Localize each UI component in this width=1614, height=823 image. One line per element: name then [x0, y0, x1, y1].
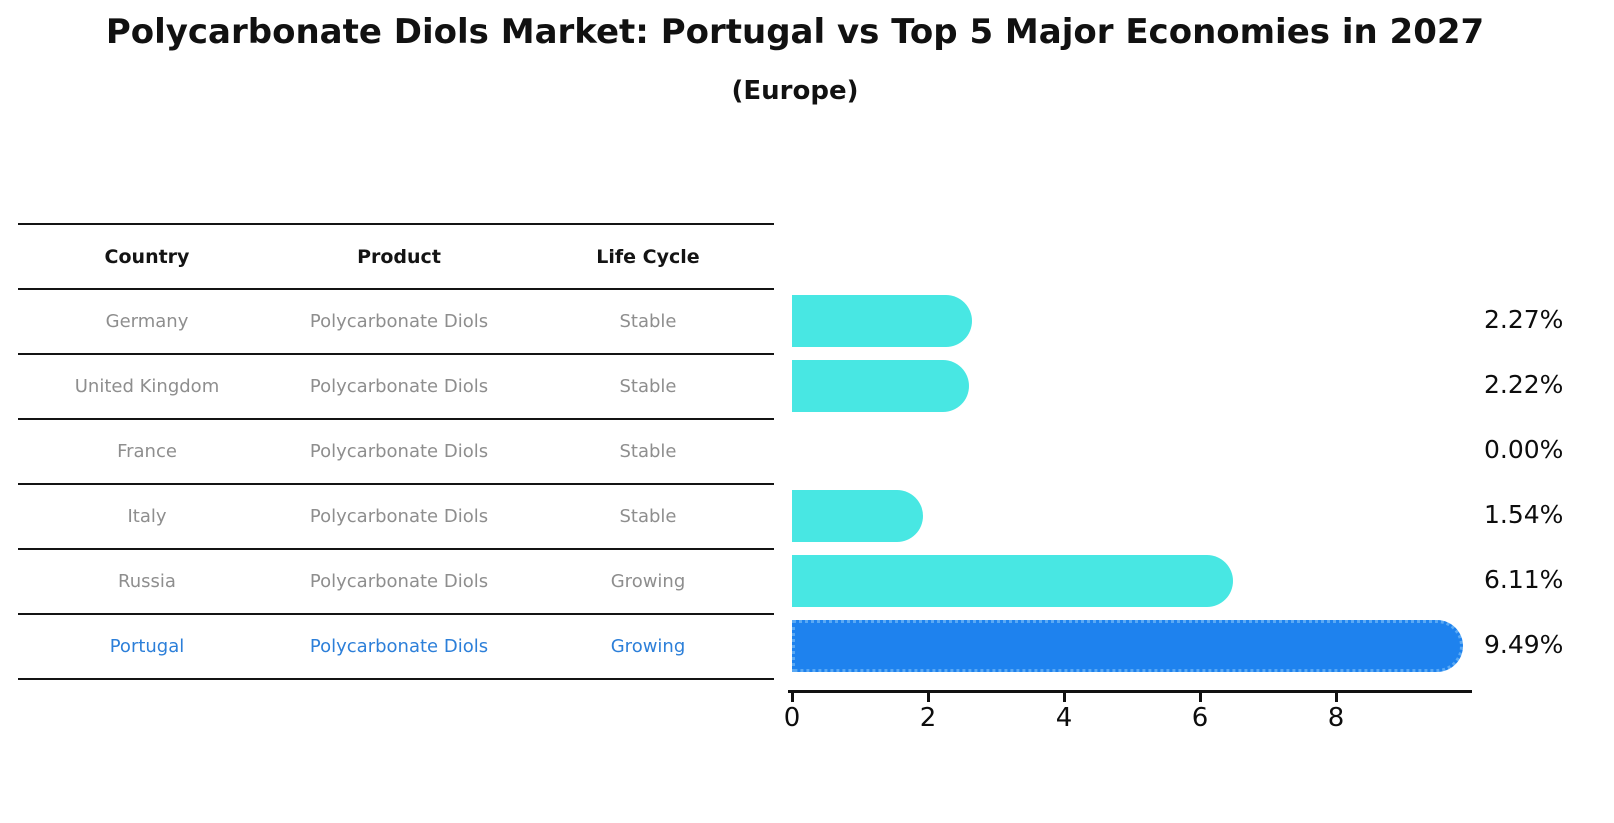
cell-life-cycle: Stable: [619, 311, 677, 332]
cell-country: Portugal: [109, 636, 185, 657]
cell-country: Italy: [127, 506, 167, 527]
table-row: Italy Polycarbonate Diols Stable: [18, 484, 774, 549]
x-axis-line: [788, 690, 1472, 693]
bar-portugal: [792, 619, 1464, 672]
table-separator-line: [18, 613, 774, 615]
value-label: 0.00%: [1484, 434, 1564, 464]
cell-life-cycle: Growing: [610, 636, 686, 657]
x-axis-tick-label: 0: [783, 703, 801, 733]
x-axis-tick-label: 6: [1191, 703, 1209, 733]
cell-country: France: [117, 441, 177, 462]
x-axis-tick-label: 8: [1327, 703, 1345, 733]
column-header-life-cycle: Life Cycle: [596, 245, 700, 268]
x-axis-tick: [791, 693, 794, 702]
table-row: Russia Polycarbonate Diols Growing: [18, 549, 774, 614]
cell-product: Polycarbonate Diols: [309, 636, 489, 657]
bar-italy: [792, 489, 923, 542]
value-label: 9.49%: [1484, 629, 1564, 659]
table-row: Germany Polycarbonate Diols Stable: [18, 289, 774, 354]
x-axis-tick-label: 4: [1055, 703, 1073, 733]
x-axis-tick-label: 2: [919, 703, 937, 733]
table-separator-line: [18, 223, 774, 225]
table-separator-line: [18, 353, 774, 355]
table-separator-line: [18, 678, 774, 680]
cell-country: United Kingdom: [74, 376, 220, 397]
bar-united-kingdom: [792, 359, 969, 412]
page-title: Polycarbonate Diols Market: Portugal vs …: [105, 12, 1485, 52]
cell-life-cycle: Stable: [619, 376, 677, 397]
cell-country: Germany: [105, 311, 189, 332]
x-axis-tick: [927, 693, 930, 702]
cell-country: Russia: [118, 571, 176, 592]
column-header-country: Country: [104, 245, 190, 268]
cell-product: Polycarbonate Diols: [309, 376, 489, 397]
bar-germany: [792, 294, 973, 347]
x-axis-tick: [1199, 693, 1202, 702]
table-separator-line: [18, 288, 774, 290]
cell-product: Polycarbonate Diols: [309, 506, 489, 527]
table-separator-line: [18, 548, 774, 550]
table-separator-line: [18, 418, 774, 420]
table-row: United Kingdom Polycarbonate Diols Stable: [18, 354, 774, 419]
value-label: 6.11%: [1484, 564, 1564, 594]
cell-life-cycle: Stable: [619, 441, 677, 462]
value-label: 2.27%: [1484, 304, 1564, 334]
bar-russia: [792, 554, 1234, 607]
x-axis-tick: [1335, 693, 1338, 702]
cell-product: Polycarbonate Diols: [309, 441, 489, 462]
x-axis-tick: [1063, 693, 1066, 702]
page-subtitle: (Europe): [731, 76, 859, 106]
table-separator-line: [18, 483, 774, 485]
value-label: 2.22%: [1484, 369, 1564, 399]
column-header-product: Product: [357, 245, 441, 268]
value-label: 1.54%: [1484, 499, 1564, 529]
table-row: Portugal Polycarbonate Diols Growing: [18, 614, 774, 679]
cell-product: Polycarbonate Diols: [309, 311, 489, 332]
table-header-row: Country Product Life Cycle: [18, 224, 774, 289]
cell-life-cycle: Growing: [610, 571, 686, 592]
cell-product: Polycarbonate Diols: [309, 571, 489, 592]
cell-life-cycle: Stable: [619, 506, 677, 527]
table-row: France Polycarbonate Diols Stable: [18, 419, 774, 484]
